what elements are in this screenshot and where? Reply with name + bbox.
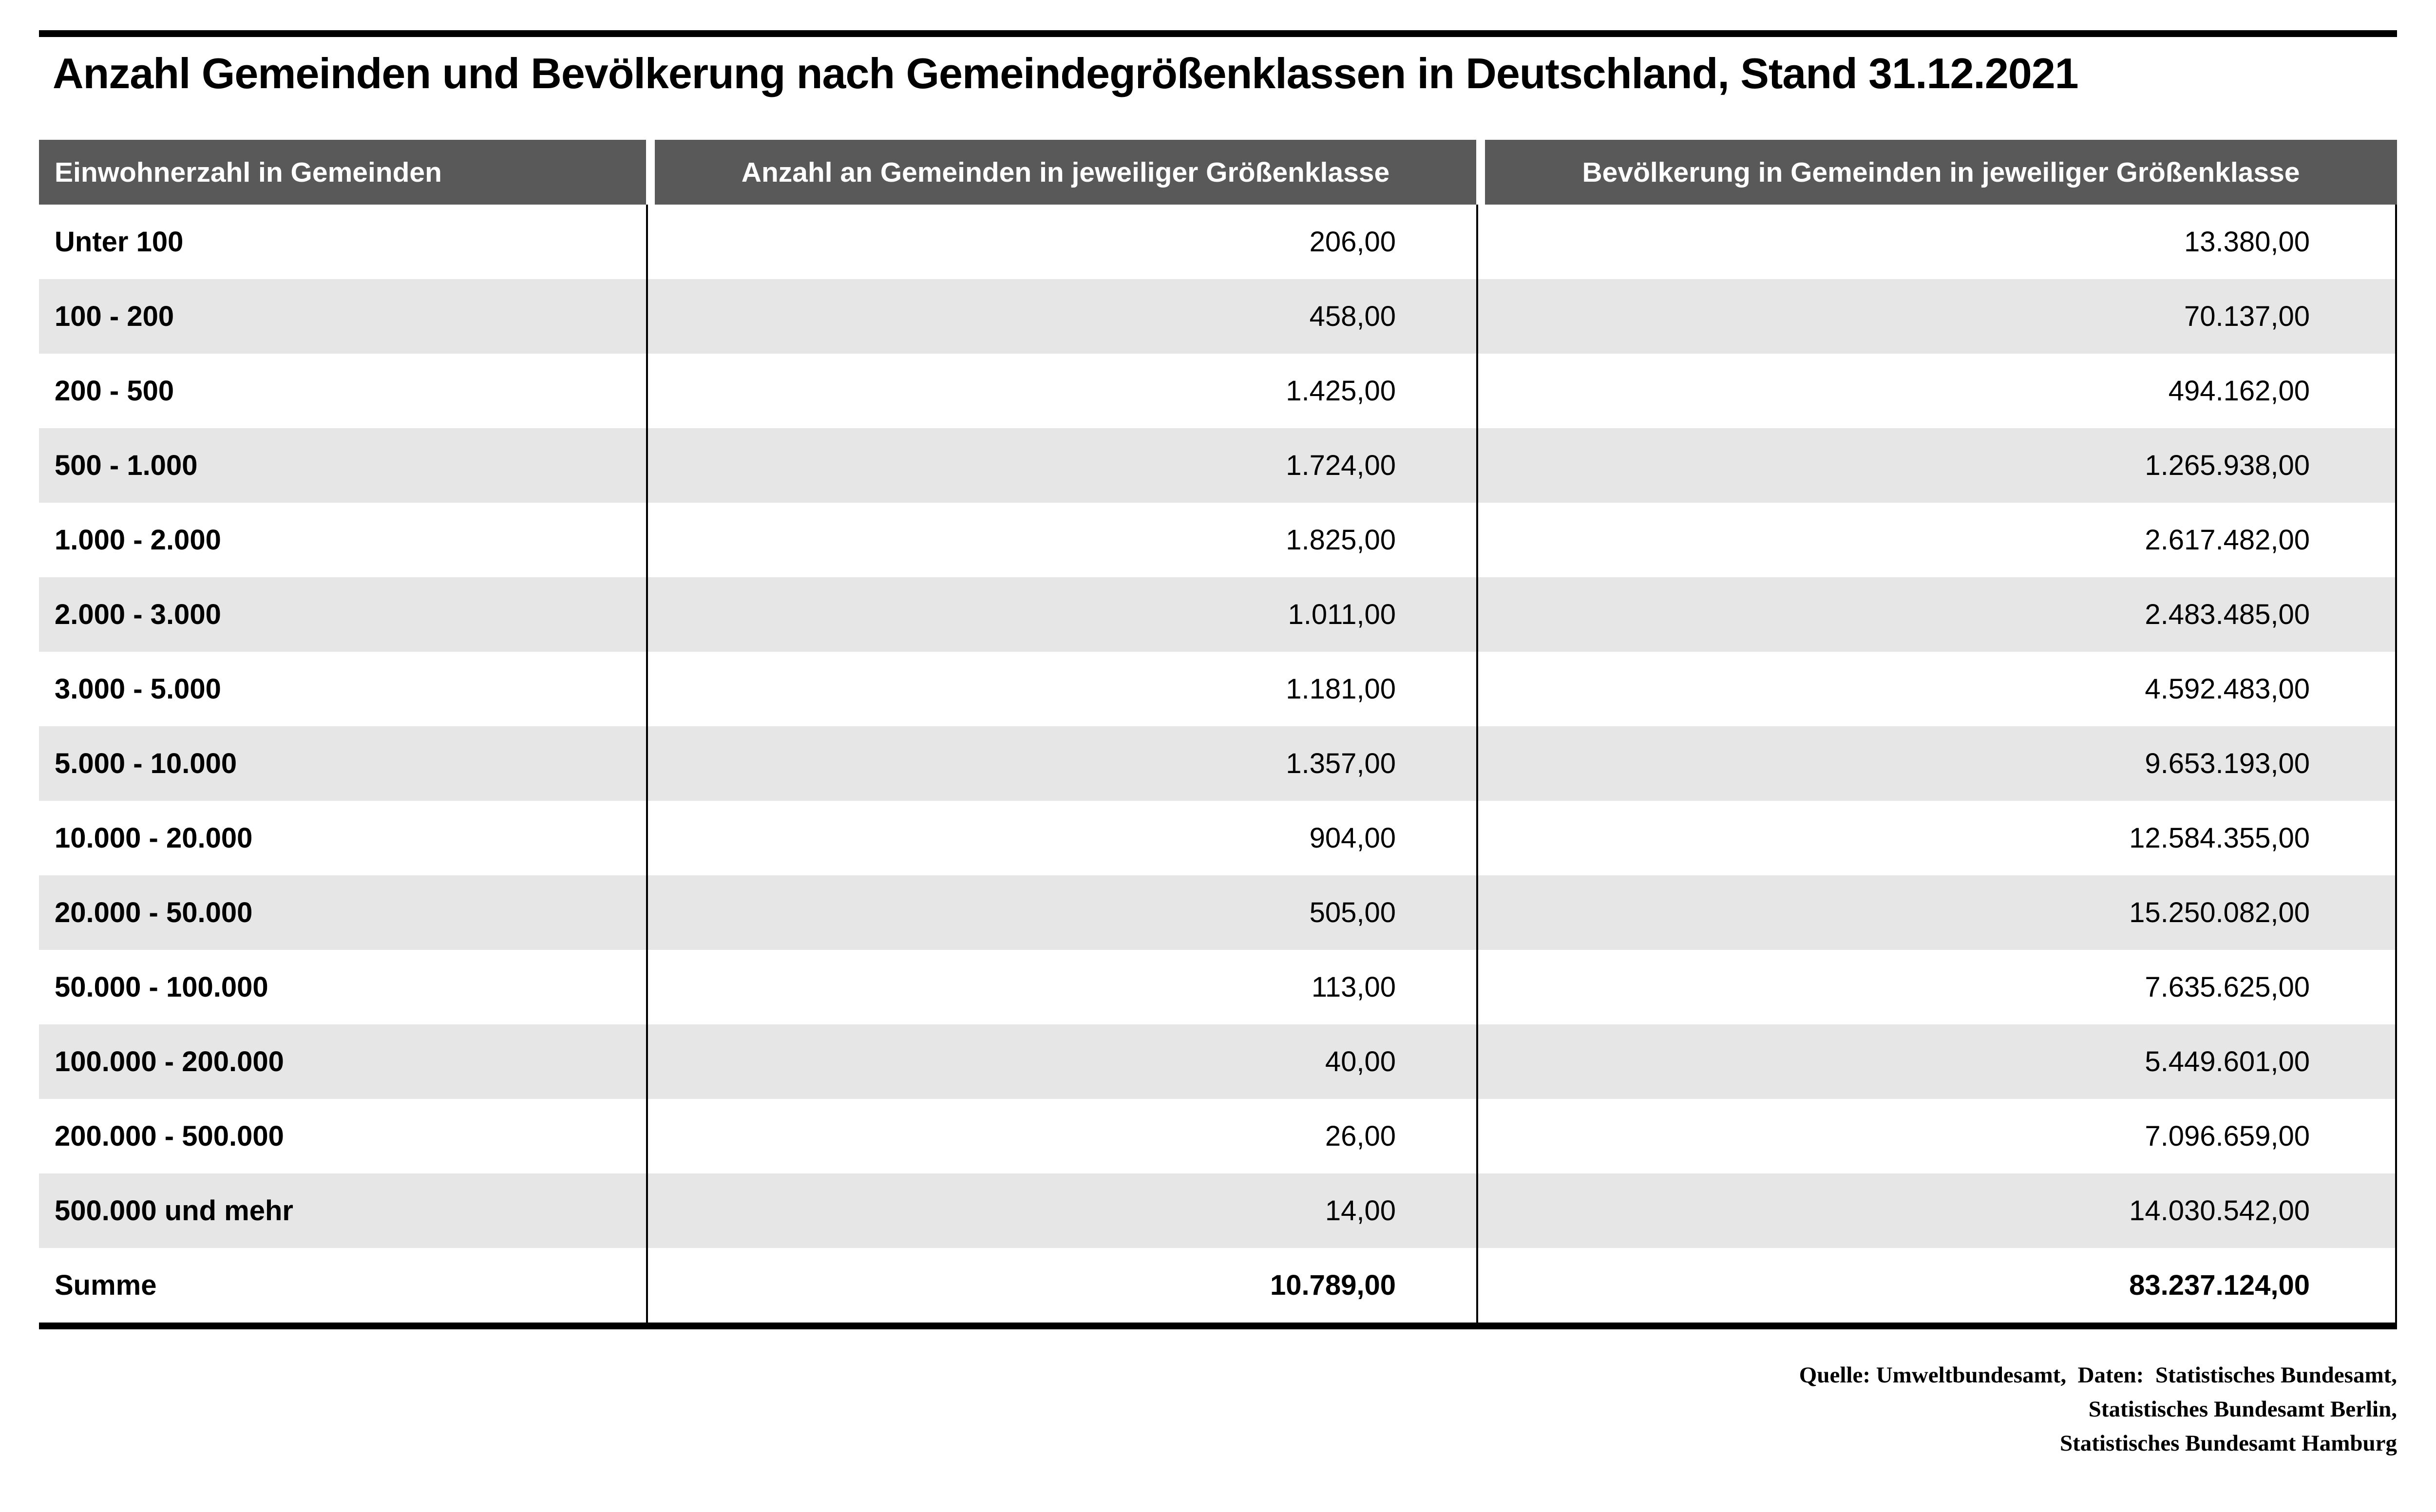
size-class-cell: 5.000 - 10.000 [55,748,237,779]
page-title: Anzahl Gemeinden und Bevölkerung nach Ge… [53,49,2079,97]
population-cell: 14.030.542,00 [1476,1173,2395,1248]
municipalities-cell: 1.357,00 [646,726,1476,801]
population-cell: 15.250.082,00 [1476,875,2395,950]
size-class-cell: 50.000 - 100.000 [55,971,268,1003]
table-row: 200 - 500 1.425,00 494.162,00 [39,354,2395,428]
size-class-cell: Unter 100 [55,226,184,258]
table-row: 2.000 - 3.000 1.011,00 2.483.485,00 [39,577,2395,652]
table-header-row: Einwohnerzahl in Gemeinden Anzahl an Gem… [39,140,2397,205]
size-class-cell: 1.000 - 2.000 [55,524,221,556]
table-row: Unter 100 206,00 13.380,00 [39,205,2395,279]
size-class-cell: 500 - 1.000 [55,450,198,481]
municipalities-cell: 113,00 [646,950,1476,1024]
table-row: 500 - 1.000 1.724,00 1.265.938,00 [39,428,2395,503]
municipalities-cell: 1.181,00 [646,652,1476,726]
municipalities-cell: 505,00 [646,875,1476,950]
table-total-row: Summe 10.789,00 83.237.124,00 [39,1248,2395,1323]
size-class-cell: 100.000 - 200.000 [55,1046,284,1077]
population-cell: 494.162,00 [1476,354,2395,428]
table-row: 20.000 - 50.000 505,00 15.250.082,00 [39,875,2395,950]
population-cell: 12.584.355,00 [1476,801,2395,875]
municipalities-cell: 14,00 [646,1173,1476,1248]
population-cell: 5.449.601,00 [1476,1024,2395,1099]
size-class-cell: 200.000 - 500.000 [55,1120,284,1152]
top-rule [39,30,2397,37]
municipalities-cell: 40,00 [646,1024,1476,1099]
table-row: 100 - 200 458,00 70.137,00 [39,279,2395,354]
size-class-cell: 200 - 500 [55,375,174,407]
municipalities-cell: 206,00 [646,205,1476,279]
column-header-size-class: Einwohnerzahl in Gemeinden [55,156,442,188]
population-cell: 13.380,00 [1476,205,2395,279]
source-line-1: Quelle: Umweltbundesamt, Daten: Statisti… [1799,1362,2397,1388]
municipalities-cell: 904,00 [646,801,1476,875]
source-line-3: Statistisches Bundesamt Hamburg [2059,1431,2397,1456]
municipalities-cell: 1.011,00 [646,577,1476,652]
bottom-rule [39,1323,2397,1329]
size-class-cell: 3.000 - 5.000 [55,673,221,705]
column-header-population: Bevölkerung in Gemeinden in jeweiliger G… [1476,140,2397,205]
population-cell: 7.635.625,00 [1476,950,2395,1024]
municipalities-cell: 26,00 [646,1099,1476,1173]
municipalities-cell: 1.825,00 [646,503,1476,577]
table-row: 500.000 und mehr 14,00 14.030.542,00 [39,1173,2395,1248]
table-row: 200.000 - 500.000 26,00 7.096.659,00 [39,1099,2395,1173]
table-body: Unter 100 206,00 13.380,00 100 - 200 458… [39,205,2397,1323]
municipalities-cell: 458,00 [646,279,1476,354]
population-cell: 7.096.659,00 [1476,1099,2395,1173]
source-note: Quelle: Umweltbundesamt, Daten: Statisti… [1799,1358,2397,1460]
municipalities-cell: 1.724,00 [646,428,1476,503]
size-class-cell: 2.000 - 3.000 [55,599,221,630]
source-line-2: Statistisches Bundesamt Berlin, [2088,1397,2397,1422]
municipalities-cell: 1.425,00 [646,354,1476,428]
column-header-municipalities: Anzahl an Gemeinden in jeweiliger Größen… [646,140,1476,205]
population-cell: 9.653.193,00 [1476,726,2395,801]
population-cell: 4.592.483,00 [1476,652,2395,726]
size-class-cell: 500.000 und mehr [55,1195,293,1227]
table-row: 1.000 - 2.000 1.825,00 2.617.482,00 [39,503,2395,577]
population-cell: 2.617.482,00 [1476,503,2395,577]
data-table: Einwohnerzahl in Gemeinden Anzahl an Gem… [39,140,2397,1329]
total-municipalities-cell: 10.789,00 [646,1248,1476,1323]
population-cell: 2.483.485,00 [1476,577,2395,652]
population-cell: 1.265.938,00 [1476,428,2395,503]
table-row: 5.000 - 10.000 1.357,00 9.653.193,00 [39,726,2395,801]
size-class-cell: 10.000 - 20.000 [55,822,253,854]
size-class-cell: 20.000 - 50.000 [55,897,253,928]
table-row: 3.000 - 5.000 1.181,00 4.592.483,00 [39,652,2395,726]
total-population-cell: 83.237.124,00 [1476,1248,2395,1323]
table-row: 10.000 - 20.000 904,00 12.584.355,00 [39,801,2395,875]
table-row: 50.000 - 100.000 113,00 7.635.625,00 [39,950,2395,1024]
table-row: 100.000 - 200.000 40,00 5.449.601,00 [39,1024,2395,1099]
size-class-cell: 100 - 200 [55,301,174,332]
total-label-cell: Summe [55,1269,157,1301]
population-cell: 70.137,00 [1476,279,2395,354]
